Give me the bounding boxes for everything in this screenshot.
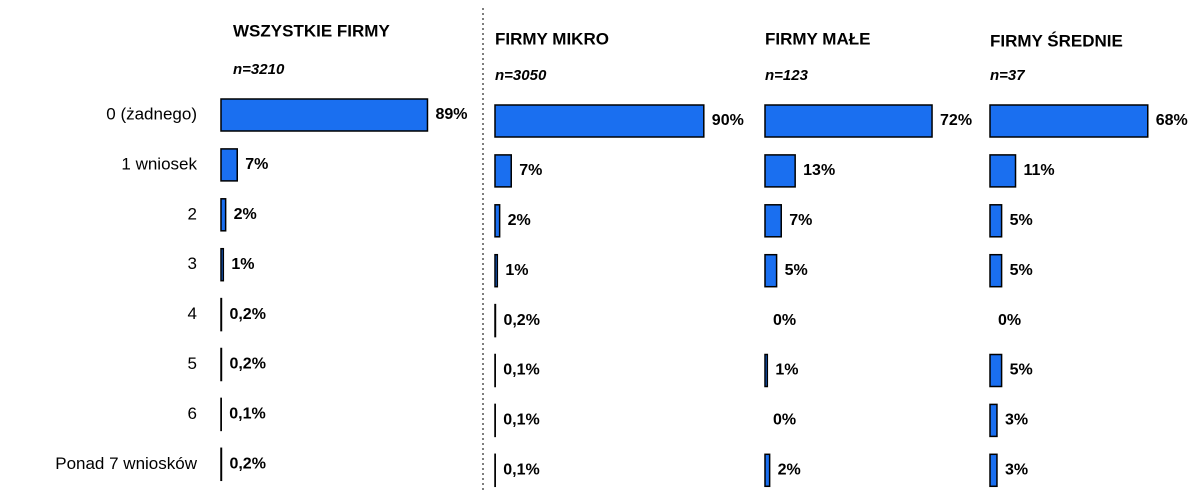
value-label: 0,1% (503, 362, 539, 379)
category-label: 4 (188, 304, 197, 323)
value-label: 72% (940, 112, 972, 129)
value-label: 0,1% (229, 406, 265, 423)
bar (764, 353, 769, 388)
bar (989, 453, 998, 488)
bar (220, 247, 225, 282)
value-label: 90% (712, 112, 744, 129)
bar (764, 253, 778, 288)
value-label: 2% (778, 462, 801, 479)
bar (494, 253, 499, 288)
bar (220, 198, 227, 232)
bar (989, 204, 1003, 238)
value-label: 13% (803, 162, 835, 179)
panel-title: FIRMY MIKRO (495, 29, 609, 48)
value-label: 7% (519, 162, 542, 179)
value-label: 0,2% (503, 312, 539, 329)
value-label: 68% (1156, 112, 1188, 129)
bar (764, 104, 933, 138)
value-label: 11% (1024, 162, 1055, 179)
value-label: 0,2% (229, 456, 265, 473)
bar (494, 104, 705, 138)
value-label: 5% (1010, 362, 1033, 379)
panel-subtitle: n=123 (765, 67, 809, 84)
bar (764, 204, 782, 238)
bar (989, 253, 1003, 288)
bar (220, 98, 429, 132)
value-label: 3% (1005, 462, 1028, 479)
panel-subtitle: n=3210 (233, 61, 285, 78)
value-label: 5% (785, 262, 808, 279)
value-label: 89% (435, 106, 467, 123)
value-label: 1% (505, 262, 528, 279)
category-label: 6 (188, 404, 197, 423)
category-label: 0 (żadnego) (106, 104, 197, 123)
value-label: 0% (998, 312, 1021, 329)
value-label: 0,1% (503, 462, 539, 479)
value-label: 1% (775, 362, 798, 379)
value-label: 0,2% (229, 306, 265, 323)
category-label: 2 (188, 204, 197, 223)
panel-title: FIRMY ŚREDNIE (990, 31, 1123, 50)
bar (989, 104, 1149, 138)
bar (989, 403, 998, 438)
bar (494, 154, 512, 188)
panel-title: FIRMY MAŁE (765, 29, 870, 48)
value-label: 1% (231, 256, 254, 273)
category-label: 3 (188, 254, 197, 273)
panel-subtitle: n=37 (990, 67, 1025, 84)
bar (494, 204, 501, 238)
value-label: 5% (1010, 212, 1033, 229)
value-label: 5% (1010, 262, 1033, 279)
panel-subtitle: n=3050 (495, 67, 547, 84)
value-label: 0,1% (503, 412, 539, 429)
value-label: 2% (508, 212, 531, 229)
category-label: 1 wniosek (121, 154, 197, 173)
bar (220, 148, 238, 182)
value-label: 7% (245, 156, 268, 173)
panel-title: WSZYSTKIE FIRMY (233, 21, 390, 40)
value-label: 0,2% (229, 356, 265, 373)
category-label: 5 (188, 354, 197, 373)
bar (989, 154, 1017, 188)
bar (764, 154, 796, 188)
bar (764, 453, 771, 488)
value-label: 2% (234, 206, 257, 223)
bar (989, 353, 1003, 388)
value-label: 3% (1005, 412, 1028, 429)
value-label: 0% (773, 312, 796, 329)
category-label: Ponad 7 wniosków (55, 454, 197, 473)
value-label: 0% (773, 412, 796, 429)
value-label: 7% (789, 212, 812, 229)
